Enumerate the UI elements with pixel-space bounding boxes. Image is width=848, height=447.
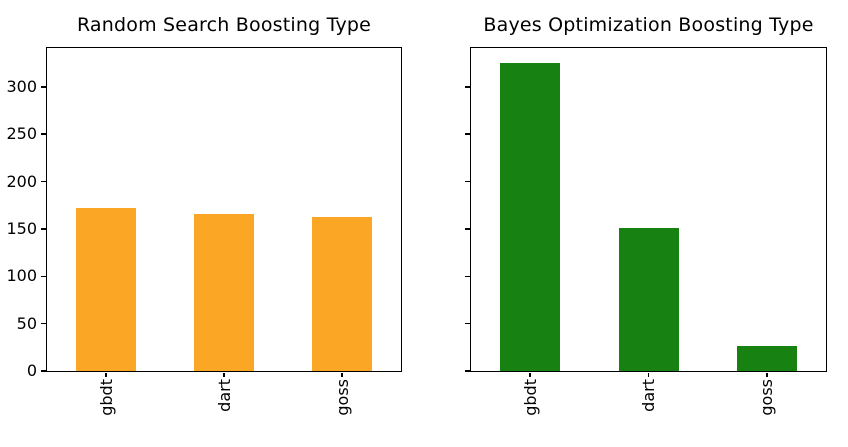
- y-tick-mark: [464, 86, 470, 88]
- left-chart-title: Random Search Boosting Type: [76, 14, 372, 36]
- x-tick-mark: [647, 372, 650, 377]
- bar-gbdt: [76, 208, 136, 371]
- x-tick-label-text: dart: [214, 379, 234, 412]
- y-tick-mark: [464, 275, 470, 278]
- x-tick-mark: [529, 372, 531, 377]
- y-tick-label: 150: [6, 218, 37, 238]
- y-tick-mark: [40, 228, 46, 230]
- x-tick-mark: [105, 372, 107, 377]
- y-tick-label: 0: [26, 361, 37, 380]
- y-tick-label: 300: [6, 76, 37, 96]
- x-tick-label-goss: goss: [332, 379, 352, 416]
- x-tick-mark: [223, 372, 225, 377]
- left-chart-title-row: Random Search Boosting Type: [46, 13, 402, 37]
- y-tick-label: 250: [6, 124, 37, 144]
- x-tick-label-dart: dart: [214, 379, 234, 412]
- bar-gbdt: [500, 63, 561, 371]
- x-tick-mark: [766, 372, 768, 377]
- bar-goss: [736, 346, 797, 371]
- y-tick-mark: [464, 133, 470, 135]
- right-chart-title-row: Bayes Optimization Boosting Type: [470, 13, 827, 37]
- y-tick-mark: [40, 322, 46, 325]
- x-tick-mark: [341, 372, 343, 377]
- x-tick-label-gbdt: gbdt: [96, 379, 116, 416]
- x-tick-label-text: goss: [757, 379, 777, 416]
- random-search-plot-area: 0 50 100 150 200 250 300 gbdt dart goss: [6, 47, 402, 416]
- x-tick-label-text: gbdt: [96, 379, 116, 416]
- x-tick-label-text: goss: [332, 379, 352, 416]
- bar-goss: [312, 216, 372, 371]
- x-tick-label-text: gbdt: [520, 379, 540, 416]
- y-tick-mark: [40, 370, 46, 372]
- x-tick-label-dart: dart: [639, 379, 659, 412]
- x-tick-label-text: dart: [639, 379, 658, 412]
- bar-dart: [194, 213, 254, 371]
- y-tick-mark: [464, 228, 470, 230]
- y-tick-label: 100: [6, 266, 37, 286]
- y-tick-mark: [464, 322, 470, 325]
- bar-dart: [618, 227, 679, 371]
- right-chart-title: Bayes Optimization Boosting Type: [483, 14, 814, 36]
- y-tick-mark: [464, 370, 470, 372]
- y-tick-mark: [464, 180, 470, 183]
- x-tick-label-gbdt: gbdt: [520, 379, 540, 416]
- x-tick-label-goss: goss: [757, 379, 777, 416]
- bayes-optimization-plot-area: gbdt dart goss: [464, 47, 827, 416]
- y-tick-mark: [40, 180, 46, 183]
- y-tick-mark: [40, 275, 46, 278]
- y-tick-label: 50: [16, 313, 37, 333]
- y-tick-mark: [40, 86, 46, 88]
- y-tick-label: 200: [6, 171, 37, 191]
- y-tick-mark: [40, 133, 46, 135]
